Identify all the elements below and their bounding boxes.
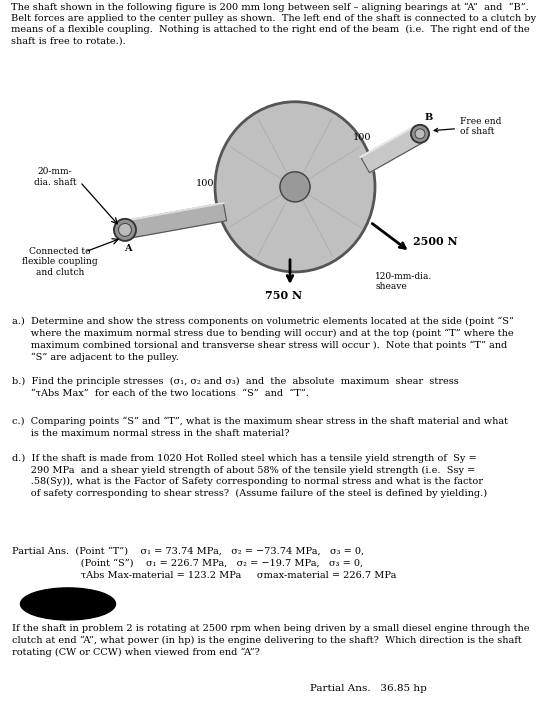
Ellipse shape (411, 125, 429, 143)
Ellipse shape (20, 588, 116, 620)
Ellipse shape (415, 129, 425, 139)
Text: 120-mm-dia.
sheave: 120-mm-dia. sheave (375, 272, 432, 291)
Text: Free end
of shaft: Free end of shaft (434, 117, 501, 137)
Text: Connected to
flexible coupling
and clutch: Connected to flexible coupling and clutc… (22, 247, 98, 277)
Polygon shape (123, 203, 226, 239)
Text: 20-mm-
dia. shaft: 20-mm- dia. shaft (34, 167, 76, 187)
Text: 2500 N: 2500 N (413, 236, 458, 247)
Text: B: B (425, 112, 433, 122)
Polygon shape (360, 126, 424, 173)
Text: a.)  Determine and show the stress components on volumetric elements located at : a.) Determine and show the stress compon… (12, 317, 514, 362)
Text: d.)  If the shaft is made from 1020 Hot Rolled steel which has a tensile yield s: d.) If the shaft is made from 1020 Hot R… (12, 454, 487, 498)
Text: τAbs Max-material = 123.2 MPa     σmax-material = 226.7 MPa: τAbs Max-material = 123.2 MPa σmax-mater… (12, 571, 397, 580)
Ellipse shape (215, 102, 375, 272)
Text: (Point “S”)    σ₁ = 226.7 MPa,   σ₂ = −19.7 MPa,   σ₃ = 0,: (Point “S”) σ₁ = 226.7 MPa, σ₂ = −19.7 M… (12, 559, 363, 568)
Text: Partial Ans.  (Point “T”)    σ₁ = 73.74 MPa,   σ₂ = −73.74 MPa,   σ₃ = 0,: Partial Ans. (Point “T”) σ₁ = 73.74 MPa,… (12, 547, 364, 556)
Text: b.)  Find the principle stresses  (σ₁, σ₂ and σ₃)  and  the  absolute  maximum  : b.) Find the principle stresses (σ₁, σ₂ … (12, 377, 459, 397)
Text: 100: 100 (196, 179, 214, 189)
Text: Partial Ans.   36.85 hp: Partial Ans. 36.85 hp (310, 684, 427, 693)
Text: c.)  Comparing points “S” and “T”, what is the maximum shear stress in the shaft: c.) Comparing points “S” and “T”, what i… (12, 417, 508, 438)
Text: The shaft shown in the following figure is 200 mm long between self – aligning b: The shaft shown in the following figure … (11, 2, 536, 45)
Ellipse shape (280, 172, 310, 201)
Text: 750 N: 750 N (265, 290, 302, 301)
Ellipse shape (118, 224, 131, 236)
Text: A: A (124, 244, 132, 253)
Text: If the shaft in problem 2 is rotating at 2500 rpm when being driven by a small d: If the shaft in problem 2 is rotating at… (12, 624, 529, 656)
Text: 100: 100 (353, 133, 372, 142)
Ellipse shape (114, 219, 136, 241)
